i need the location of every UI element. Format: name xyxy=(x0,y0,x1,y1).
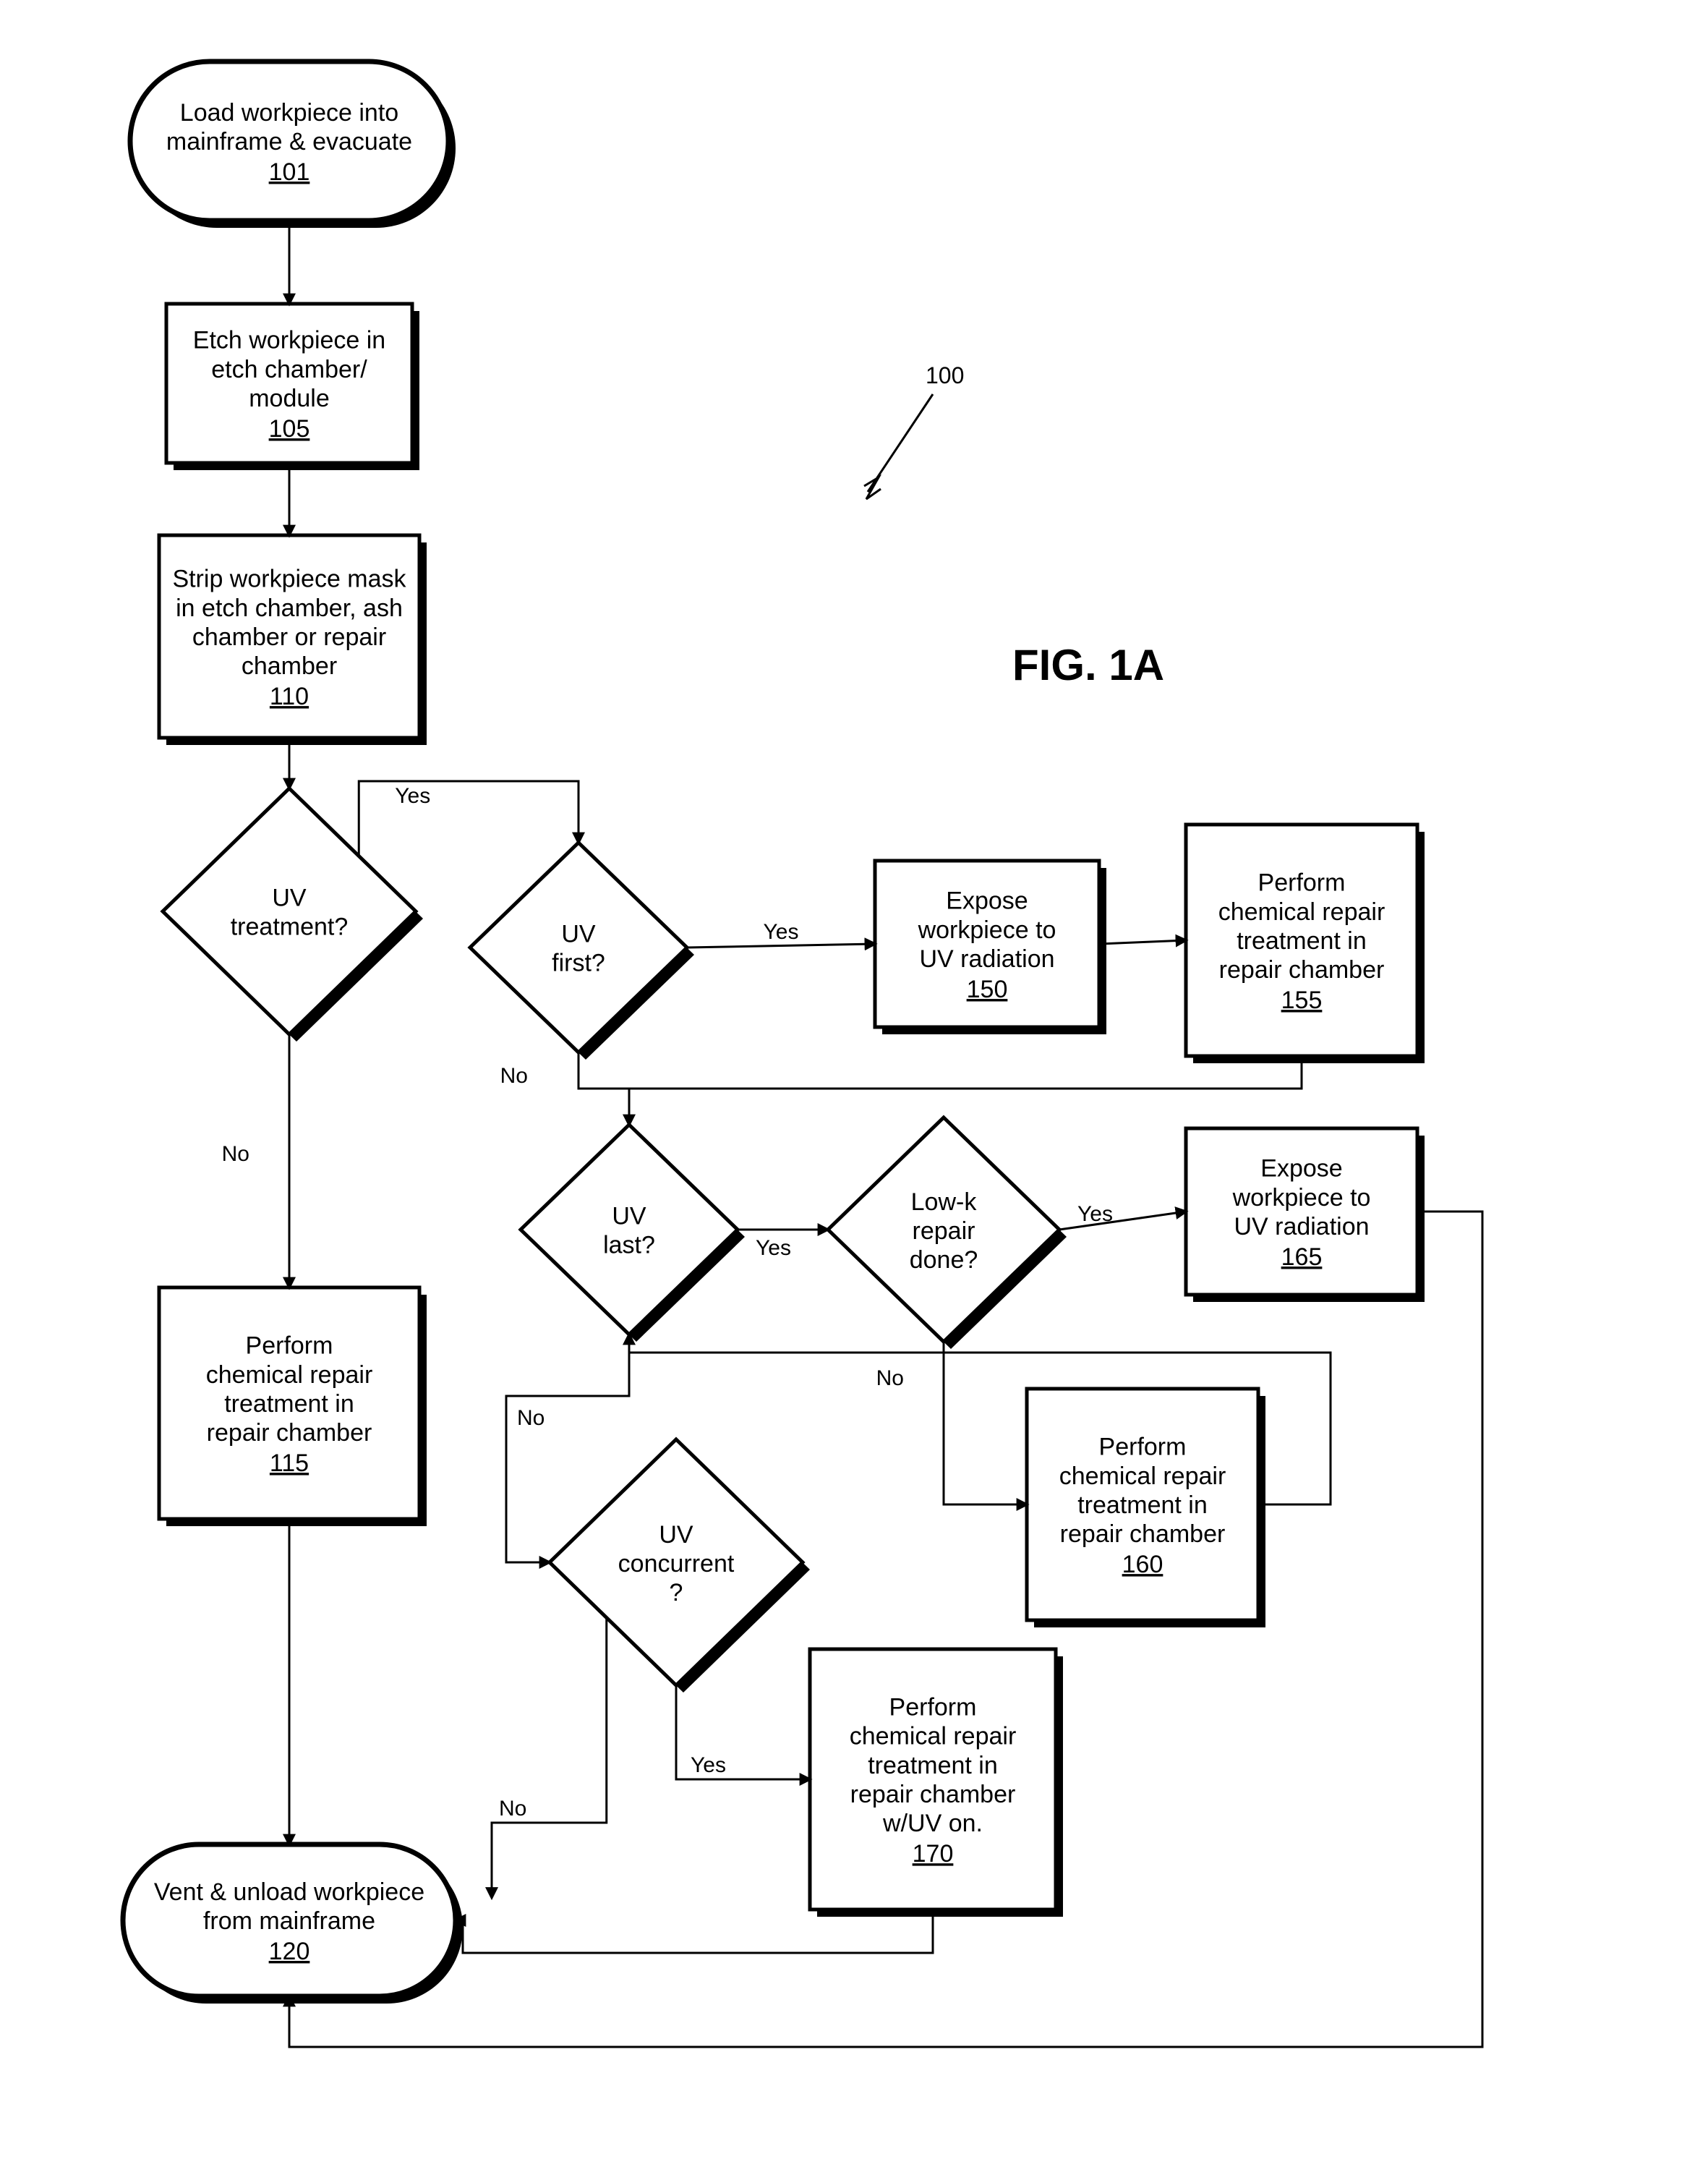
svg-text:mainframe & evacuate: mainframe & evacuate xyxy=(166,128,412,156)
svg-text:chamber: chamber xyxy=(242,652,337,680)
svg-text:Expose: Expose xyxy=(1260,1155,1342,1183)
svg-text:Perform: Perform xyxy=(889,1694,977,1721)
svg-text:110: 110 xyxy=(270,683,309,710)
svg-text:No: No xyxy=(499,1797,526,1821)
svg-text:module: module xyxy=(249,385,330,412)
svg-text:UV: UV xyxy=(561,920,596,948)
svg-text:chemical repair: chemical repair xyxy=(1059,1463,1226,1490)
svg-text:treatment in: treatment in xyxy=(1237,927,1367,955)
svg-text:Perform: Perform xyxy=(1099,1434,1187,1461)
svg-text:?: ? xyxy=(670,1579,683,1606)
svg-text:170: 170 xyxy=(913,1840,954,1868)
svg-text:Yes: Yes xyxy=(691,1753,726,1777)
svg-text:repair chamber: repair chamber xyxy=(850,1781,1016,1808)
svg-text:160: 160 xyxy=(1122,1551,1163,1578)
svg-text:UV: UV xyxy=(612,1202,646,1230)
svg-text:concurrent: concurrent xyxy=(618,1550,735,1578)
svg-text:UV radiation: UV radiation xyxy=(919,945,1054,973)
svg-text:Yes: Yes xyxy=(395,784,430,808)
svg-text:repair chamber: repair chamber xyxy=(207,1419,372,1447)
svg-text:repair chamber: repair chamber xyxy=(1219,956,1385,984)
svg-text:Perform: Perform xyxy=(1258,869,1346,897)
n170 xyxy=(810,1649,1056,1910)
svg-text:120: 120 xyxy=(269,1938,310,1965)
svg-text:No: No xyxy=(876,1366,904,1390)
svg-text:105: 105 xyxy=(269,415,310,443)
svg-text:No: No xyxy=(517,1406,545,1430)
figure-pointer-label: 100 xyxy=(926,362,964,388)
svg-text:last?: last? xyxy=(603,1231,655,1259)
svg-text:chemical repair: chemical repair xyxy=(1218,898,1385,926)
svg-text:No: No xyxy=(222,1142,249,1166)
svg-text:Strip workpiece mask: Strip workpiece mask xyxy=(172,566,406,593)
svg-text:etch chamber/: etch chamber/ xyxy=(211,356,367,383)
svg-text:Expose: Expose xyxy=(946,887,1028,915)
svg-text:done?: done? xyxy=(910,1246,978,1274)
svg-text:in etch chamber, ash: in etch chamber, ash xyxy=(176,595,403,622)
svg-text:repair chamber: repair chamber xyxy=(1060,1520,1226,1548)
svg-text:treatment in: treatment in xyxy=(868,1752,998,1779)
svg-text:chamber or repair: chamber or repair xyxy=(192,623,386,651)
svg-text:Yes: Yes xyxy=(764,920,799,944)
svg-text:Load workpiece into: Load workpiece into xyxy=(180,99,398,127)
svg-text:workpiece to: workpiece to xyxy=(918,916,1056,944)
svg-text:165: 165 xyxy=(1281,1243,1323,1271)
svg-text:repair: repair xyxy=(913,1217,975,1245)
svg-text:treatment in: treatment in xyxy=(1077,1491,1208,1519)
svg-text:Etch workpiece in: Etch workpiece in xyxy=(193,327,385,354)
svg-text:chemical repair: chemical repair xyxy=(850,1723,1017,1750)
svg-text:UV: UV xyxy=(659,1521,693,1549)
svg-text:155: 155 xyxy=(1281,987,1323,1014)
svg-text:101: 101 xyxy=(269,158,310,186)
svg-text:Yes: Yes xyxy=(756,1236,791,1260)
svg-text:Low-k: Low-k xyxy=(911,1188,978,1216)
svg-text:No: No xyxy=(500,1064,528,1088)
svg-text:UV: UV xyxy=(272,884,307,911)
svg-text:150: 150 xyxy=(967,976,1008,1003)
svg-text:treatment?: treatment? xyxy=(231,913,349,940)
svg-text:chemical repair: chemical repair xyxy=(206,1361,373,1389)
svg-text:Yes: Yes xyxy=(1077,1202,1113,1226)
svg-text:first?: first? xyxy=(552,949,605,976)
figure-title: FIG. 1A xyxy=(1012,641,1164,689)
svg-text:UV radiation: UV radiation xyxy=(1234,1213,1369,1240)
svg-text:from mainframe: from mainframe xyxy=(203,1907,375,1935)
svg-text:115: 115 xyxy=(270,1449,309,1477)
svg-text:workpiece to: workpiece to xyxy=(1232,1184,1371,1212)
svg-text:w/UV on.: w/UV on. xyxy=(882,1810,983,1837)
svg-text:Perform: Perform xyxy=(246,1332,333,1360)
svg-text:Vent & unload workpiece: Vent & unload workpiece xyxy=(154,1878,424,1906)
svg-text:treatment in: treatment in xyxy=(224,1390,354,1418)
